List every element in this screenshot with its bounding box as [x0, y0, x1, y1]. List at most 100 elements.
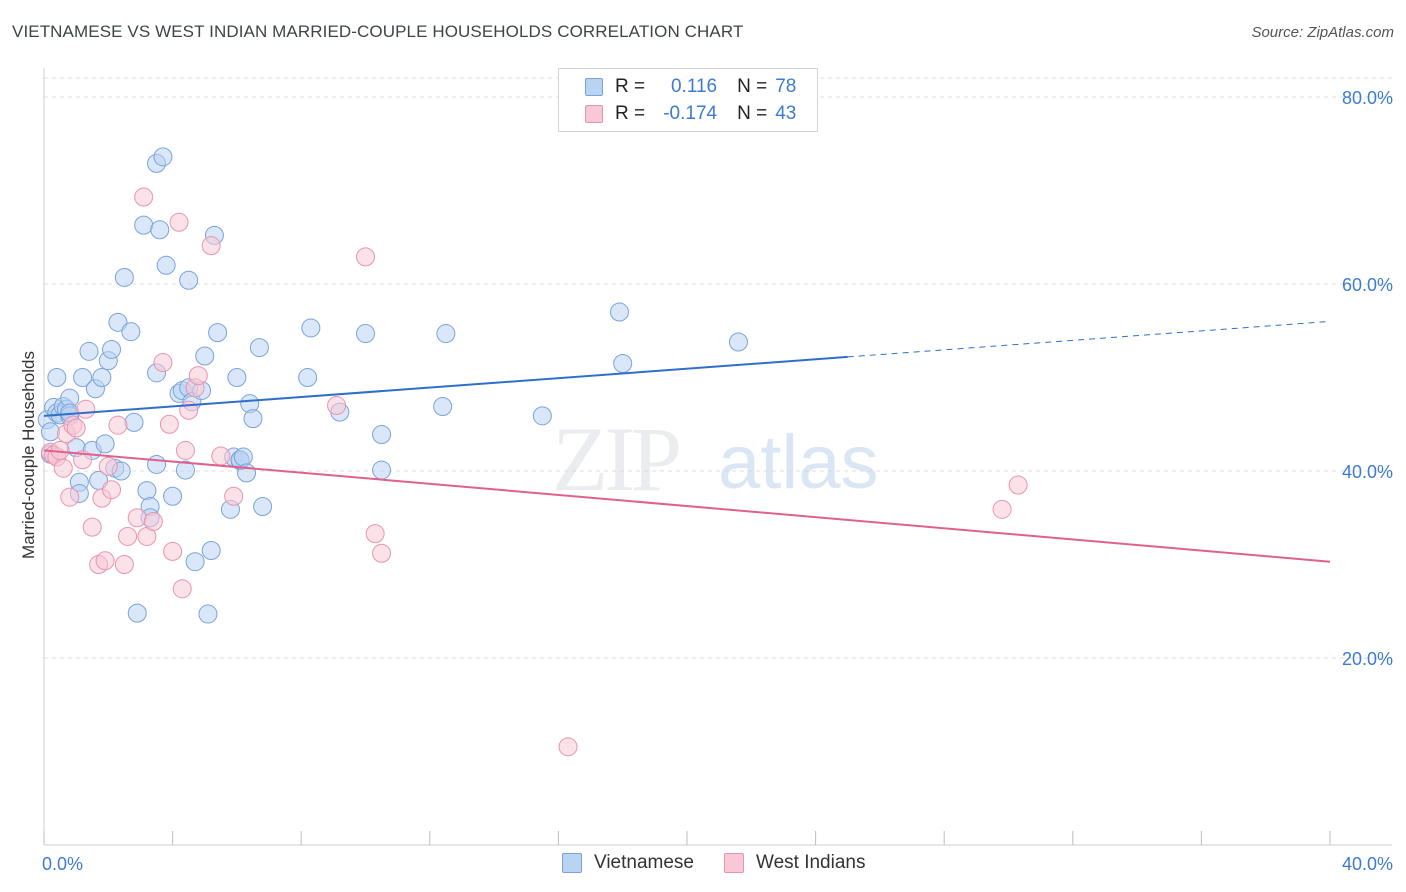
vietnamese-point	[92, 368, 112, 387]
west-indians-point	[159, 414, 179, 434]
vietnamese-point	[532, 406, 552, 426]
west-indians-point	[53, 458, 73, 478]
vietnamese-point	[198, 604, 218, 624]
watermark: ZIP atlas	[552, 408, 879, 510]
west-indians-point	[73, 450, 93, 470]
vietnamese-point	[124, 412, 144, 432]
vietnamese-point	[243, 409, 263, 429]
legend-n-value-vietnamese: 78	[775, 76, 797, 97]
west-indians-trend-line	[43, 449, 1331, 563]
vietnamese-trend-line-dashed	[847, 320, 1331, 358]
west-indians-point	[76, 399, 96, 419]
series-legend-west-indians[interactable]: West Indians	[724, 852, 865, 874]
vietnamese-point	[201, 540, 221, 560]
west-indians-point	[365, 524, 385, 544]
west-indians-point	[134, 187, 154, 207]
west-indians-point	[82, 517, 102, 537]
vietnamese-point	[73, 368, 93, 387]
legend-swatch-west-indians	[585, 105, 603, 123]
vietnamese-point	[301, 318, 321, 338]
data-points	[37, 147, 1028, 757]
vietnamese-point	[175, 460, 195, 480]
source-label: Source: ZipAtlas.com	[1251, 24, 1394, 41]
watermark-zip: ZIP	[552, 408, 679, 510]
vietnamese-point	[195, 346, 215, 366]
west-indians-point	[211, 446, 231, 466]
vietnamese-point	[372, 460, 392, 480]
y-tick-label: 80.0%	[1342, 88, 1393, 108]
vietnamese-point	[433, 396, 453, 416]
vietnamese-point	[728, 332, 748, 352]
west-indians-point	[163, 541, 183, 561]
series-label-west-indians: West Indians	[756, 852, 866, 873]
vietnamese-point	[40, 422, 60, 442]
vietnamese-point	[609, 302, 629, 322]
west-indians-point	[108, 415, 128, 435]
vietnamese-point	[150, 220, 170, 240]
gridlines	[44, 77, 1392, 659]
legend-row-west-indians: R = -0.174 N = 43	[585, 101, 796, 127]
west-indians-point	[172, 579, 192, 599]
correlation-legend: R = 0.116 N = 78 R = -0.174 N = 43	[558, 68, 818, 132]
west-indians-point	[95, 551, 115, 571]
legend-row-vietnamese: R = 0.116 N = 78	[585, 74, 796, 100]
west-indians-point	[188, 366, 208, 386]
west-indians-point	[169, 212, 189, 232]
vietnamese-point	[121, 322, 141, 342]
trend-lines	[43, 320, 1331, 563]
west-indians-point	[127, 508, 147, 528]
west-indians-point	[372, 543, 392, 563]
series-legend-vietnamese[interactable]: Vietnamese	[562, 852, 694, 874]
y-tick-label: 20.0%	[1342, 649, 1393, 669]
y-tick-label: 40.0%	[1342, 462, 1393, 482]
series-label-vietnamese: Vietnamese	[594, 852, 694, 873]
legend-r-value-west-indians: -0.174	[663, 103, 718, 124]
vietnamese-point	[134, 215, 154, 235]
west-indians-point	[558, 737, 578, 757]
legend-swatch-vietnamese	[585, 78, 603, 96]
west-indians-point	[356, 247, 375, 267]
vietnamese-point	[613, 353, 633, 373]
vietnamese-point	[208, 323, 228, 343]
legend-r-value-vietnamese: 0.116	[670, 76, 718, 97]
west-indians-point	[327, 396, 347, 416]
legend-r-label: R =	[615, 103, 646, 124]
vietnamese-point	[185, 552, 205, 572]
vietnamese-point	[356, 324, 375, 344]
series-swatch-vietnamese	[562, 853, 582, 873]
vietnamese-point	[47, 368, 67, 387]
vietnamese-point	[147, 454, 167, 474]
series-legend: Vietnamese West Indians	[562, 852, 895, 874]
vietnamese-point	[108, 312, 128, 332]
vietnamese-point	[436, 324, 456, 344]
vietnamese-trend-line	[43, 355, 848, 417]
legend-n-label: N =	[737, 103, 768, 124]
west-indians-point	[114, 555, 134, 574]
vietnamese-point	[137, 481, 157, 501]
west-indians-point	[153, 353, 173, 373]
y-axis-label: Married-couple Households	[19, 351, 38, 559]
chart-title: VIETNAMESE VS WEST INDIAN MARRIED-COUPLE…	[12, 22, 744, 41]
vietnamese-point	[249, 338, 269, 358]
watermark-atlas: atlas	[718, 420, 879, 505]
vietnamese-point	[163, 486, 183, 506]
vietnamese-point	[227, 368, 247, 387]
tick-labels: 80.0% 60.0% 40.0% 20.0% 0.0% 40.0%	[42, 88, 1393, 874]
west-indians-point	[66, 418, 86, 438]
y-tick-label: 60.0%	[1342, 275, 1393, 295]
west-indians-point	[1008, 475, 1028, 495]
west-indians-point	[992, 499, 1012, 519]
west-indians-point	[201, 236, 221, 256]
legend-n-value-west-indians: 43	[775, 103, 797, 124]
vietnamese-point	[179, 270, 199, 290]
vietnamese-point	[79, 341, 99, 361]
west-indians-point	[143, 511, 163, 531]
west-indians-point	[224, 486, 244, 506]
vietnamese-point	[114, 267, 134, 287]
vietnamese-point	[95, 434, 115, 454]
vietnamese-point	[298, 368, 318, 387]
west-indians-point	[102, 480, 122, 500]
west-indians-point	[98, 456, 118, 476]
vietnamese-point	[372, 425, 392, 445]
